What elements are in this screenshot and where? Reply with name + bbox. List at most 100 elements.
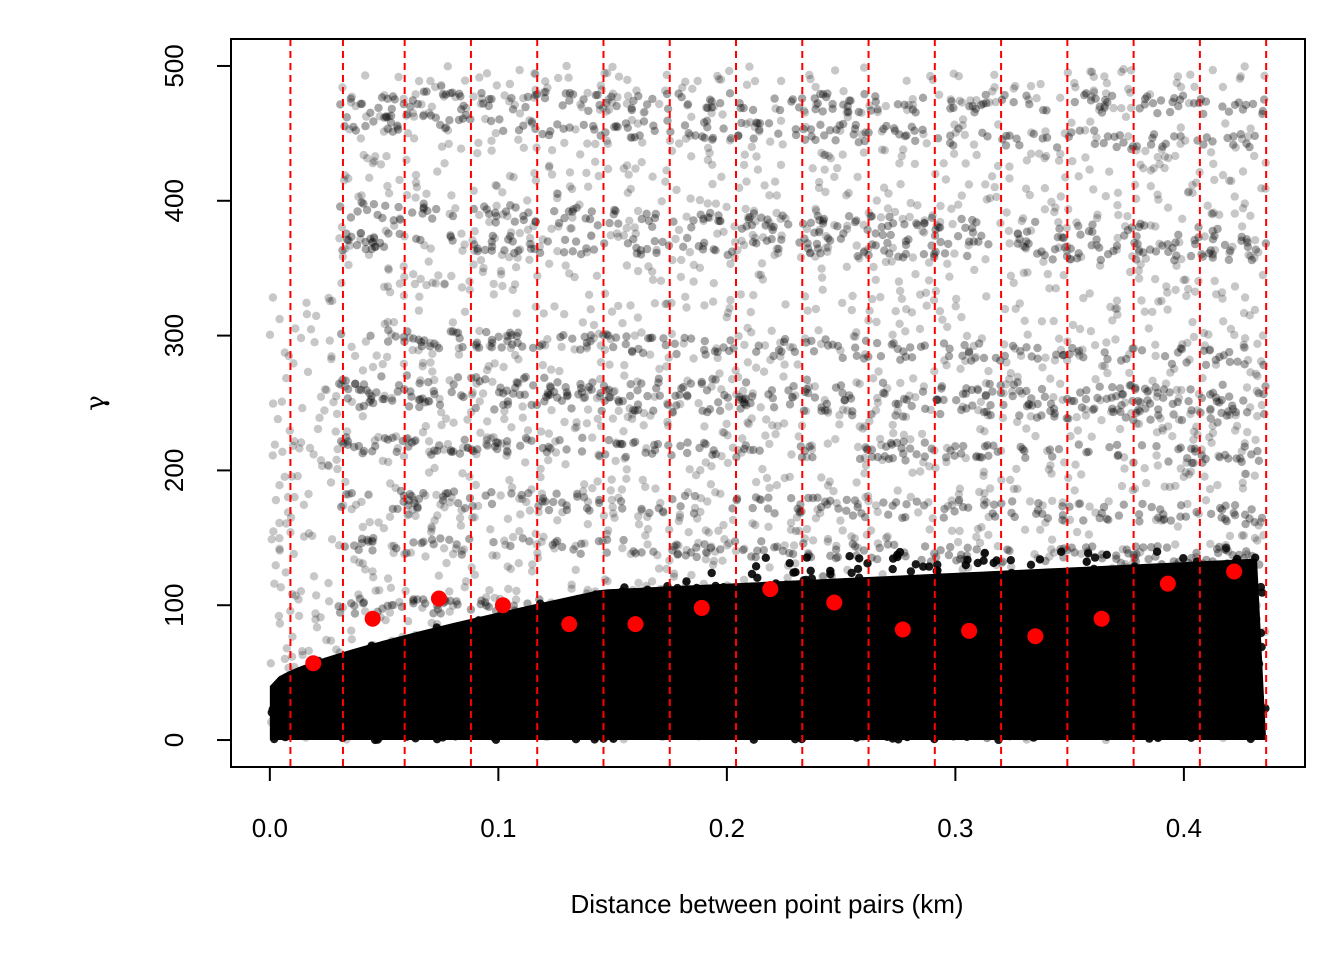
point-pair-dot [1140,384,1150,393]
point-pair-dot [458,114,468,123]
point-pair-dot [788,95,797,104]
point-pair-dot [859,148,869,157]
point-pair-dot [491,181,500,190]
point-pair-dot [556,332,565,342]
point-pair-dot [386,118,396,127]
point-pair-dot [1027,401,1037,410]
point-pair-dot [1210,231,1219,240]
point-pair-dot [269,527,278,536]
point-pair-dot [1120,398,1130,407]
point-pair-dot [591,139,600,149]
point-pair-dot [733,245,742,255]
point-pair-dot [1128,252,1137,261]
point-pair-dot [700,301,709,310]
point-pair-dot [924,276,934,285]
point-pair-dot [1128,142,1138,151]
point-pair-dot [489,279,498,289]
point-pair-dot [904,235,913,244]
point-pair-dot [1141,146,1150,156]
point-pair-dot [366,395,376,404]
point-pair-dot [1225,531,1235,541]
point-pair-dot [1081,395,1091,404]
point-pair-dot [952,556,961,565]
point-pair-dot [313,424,323,434]
point-pair-dot [275,544,284,553]
point-pair-dot [955,484,965,493]
point-pair-dot [514,328,523,337]
point-pair-dot [901,352,910,361]
point-pair-dot [709,279,718,288]
point-pair-dot [304,489,313,499]
point-pair-dot [1245,403,1255,412]
point-pair-dot [422,189,431,198]
point-pair-dot [475,397,484,406]
point-pair-dot [514,355,523,364]
point-pair-dot [584,182,593,191]
point-pair-dot [347,397,357,407]
point-pair-dot [586,305,595,314]
point-pair-dot [663,104,673,114]
point-pair-dot [890,126,900,135]
point-pair-dot [430,375,439,385]
point-pair-dot [1177,345,1187,354]
point-pair-dot [1159,510,1168,519]
point-pair-dot [823,89,832,98]
point-pair-dot [1104,497,1113,506]
point-pair-dot [659,334,668,343]
point-pair-dot [320,406,329,415]
point-pair-dot [674,225,684,235]
point-pair-dot [727,247,737,256]
point-pair-dot [384,125,393,134]
point-pair-dot [1032,509,1041,518]
point-pair-dot [503,400,512,409]
point-pair-dot [384,326,393,335]
point-pair-dot [614,301,623,311]
point-pair-dot [395,175,404,185]
point-pair-dot [485,95,494,104]
point-pair-dot [447,387,456,397]
point-pair-dot [1116,407,1125,417]
point-pair-dot [1248,99,1258,109]
point-pair-dot [956,554,965,564]
point-pair-dot [1155,239,1164,248]
point-pair-dot [630,223,639,232]
point-pair-dot [718,110,727,119]
point-pair-dot [473,445,482,454]
point-pair-dot [873,107,882,117]
point-pair-dot [804,382,814,392]
point-pair-dot [1036,525,1045,534]
point-pair-dot [1253,339,1262,348]
point-pair-dot [646,411,655,420]
point-pair-dot [871,275,880,285]
point-pair-dot [490,233,499,243]
point-pair-dot [625,404,634,413]
point-pair-dot [1091,508,1100,517]
point-pair-dot [445,587,454,596]
point-pair-dot [813,211,822,221]
point-pair-dot [493,444,502,454]
point-pair-dot [470,570,480,579]
point-pair-dot [449,487,459,496]
point-pair-dot [1257,513,1267,523]
point-pair-dot [414,346,423,355]
point-pair-dot [554,218,564,228]
point-pair-dot [392,544,401,553]
point-pair-dot [751,553,760,562]
point-pair-dot [553,536,562,546]
point-pair-dot [971,104,981,114]
point-pair-dot [508,340,517,349]
point-pair-dot [784,220,793,229]
point-pair-dot [864,128,873,137]
point-pair-dot [895,319,904,328]
point-pair-dot [669,217,678,226]
point-pair-dot [1072,413,1081,422]
point-pair-dot [583,520,592,529]
point-pair-dot [515,65,524,75]
point-pair-dot [1038,134,1047,143]
point-pair-dot [953,537,963,547]
point-pair-dot [579,120,588,130]
point-pair-dot [1177,385,1186,395]
point-pair-dot [1194,276,1203,286]
point-pair-dot [1240,469,1250,478]
point-pair-dot [474,138,483,148]
